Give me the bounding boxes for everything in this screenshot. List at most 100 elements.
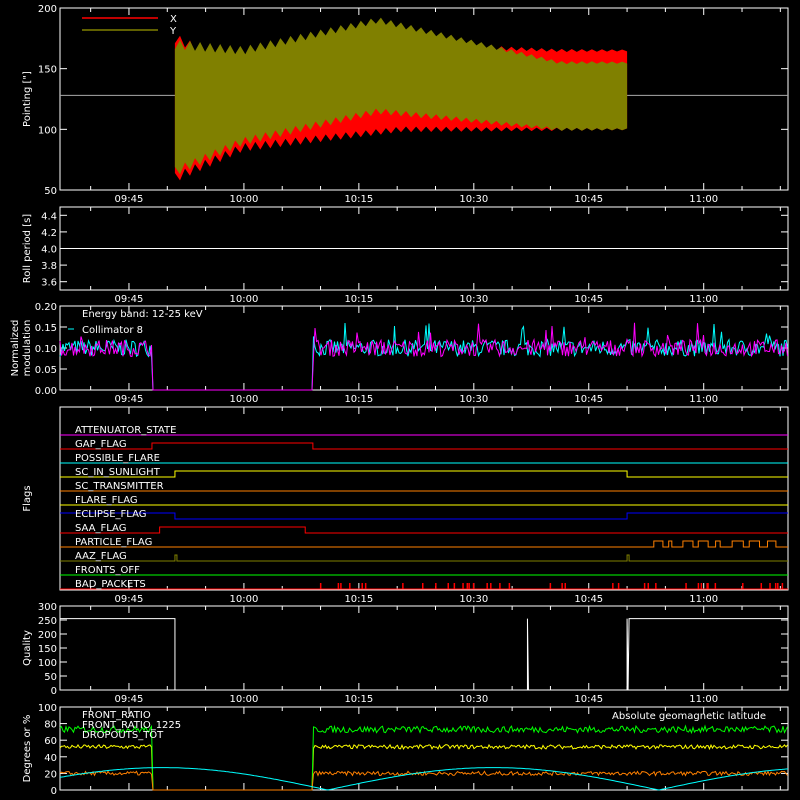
panel-1-xtick-label: 11:00 — [689, 294, 718, 305]
panel-1-xtick-label: 10:00 — [230, 294, 259, 305]
flag-line-aaz-flag — [60, 554, 788, 562]
panel-2-ytick-label: 0.05 — [35, 365, 57, 376]
geomagnetic-latitude-curve — [59, 767, 789, 791]
flag-line-gap-flag — [60, 442, 788, 450]
flag-label-particle-flag: PARTICLE_FLAG — [75, 537, 152, 548]
flag-label-possible-flare: POSSIBLE_FLARE — [75, 453, 160, 464]
panel-2-ylabel: Normalized — [10, 320, 21, 377]
flag-label-attenuator-state: ATTENUATOR_STATE — [75, 425, 176, 436]
panel-0-ytick-label: 150 — [38, 65, 57, 76]
panel-0-xtick-label: 09:45 — [115, 194, 144, 205]
panel-3-xtick-label: 10:45 — [574, 594, 603, 605]
panel-1-ytick-label: 4.2 — [41, 228, 57, 239]
modulation-legend-collimator: Collimator 8 — [82, 325, 143, 336]
degrees-series-1 — [59, 724, 788, 791]
panel-2-xtick-label: 09:45 — [115, 394, 144, 405]
degrees-legend-1: FRONT_RATIO_1225 — [82, 720, 181, 731]
panel-0-ylabel: Pointing ["] — [22, 71, 33, 127]
panel-0-xtick-label: 10:00 — [230, 194, 259, 205]
pointing-series-y — [174, 17, 628, 175]
panel-0-xtick-label: 10:15 — [344, 194, 373, 205]
panel-4-ytick-label: 0 — [51, 686, 57, 697]
quality-line — [60, 618, 788, 691]
panel-0-xtick-label: 10:45 — [574, 194, 603, 205]
flag-label-saa-flag: SAA_FLAG — [75, 523, 126, 534]
panel-1-ytick-label: 4.4 — [41, 211, 57, 222]
panel-2-xtick-label: 10:00 — [230, 394, 259, 405]
panel-1-ytick-label: 3.8 — [41, 261, 57, 272]
degrees-legend-0: FRONT_RATIO — [82, 710, 151, 721]
flag-line-sc-in-sunlight — [60, 470, 788, 478]
panel-3-xtick-label: 09:45 — [115, 594, 144, 605]
panel-0-ytick-label: 50 — [44, 186, 57, 197]
panel-2-ytick-label: 0.10 — [35, 344, 57, 355]
panel-1-ytick-label: 4.0 — [41, 245, 57, 256]
degrees-annotation: Absolute geomagnetic latitude — [612, 711, 766, 722]
panel-5-ytick-label: 100 — [38, 703, 57, 714]
modulation-series-0 — [59, 322, 788, 391]
panel-0-xtick-label: 11:00 — [689, 194, 718, 205]
flag-label-flare-flag: FLARE_FLAG — [75, 495, 138, 506]
pointing-legend-x: X — [170, 14, 177, 25]
panel-3-xtick-label: 10:00 — [230, 594, 259, 605]
panel-5-ytick-label: 80 — [44, 720, 57, 731]
panel-4-ytick-label: 300 — [38, 602, 57, 613]
panel-4-ytick-label: 200 — [38, 630, 57, 641]
modulation-series-1 — [59, 322, 788, 391]
panel-2-ytick-label: 0.15 — [35, 323, 57, 334]
panel-3-xtick-label: 10:15 — [344, 594, 373, 605]
flag-label-gap-flag: GAP_FLAG — [75, 439, 127, 450]
panel-4-ytick-label: 150 — [38, 644, 57, 655]
panel-4-xtick-label: 10:30 — [459, 694, 488, 705]
panel-2-ylabel-2: modulation — [22, 320, 33, 377]
panel-2-xtick-label: 10:45 — [574, 394, 603, 405]
panel-5-ytick-label: 20 — [44, 769, 57, 780]
panel-1-ylabel: Roll period [s] — [22, 214, 33, 283]
panel-5-ylabel: Degrees or % — [22, 715, 33, 783]
panel-4-ytick-label: 250 — [38, 616, 57, 627]
panel-4-ylabel: Quality — [22, 630, 33, 666]
degrees-series-2 — [59, 770, 788, 791]
panel-1-xtick-label: 10:45 — [574, 294, 603, 305]
panel-3-frame — [59, 406, 789, 591]
panel-2-xtick-label: 10:15 — [344, 394, 373, 405]
panel-3-ylabel: Flags — [22, 485, 33, 511]
panel-1-xtick-label: 10:30 — [459, 294, 488, 305]
panel-1-xtick-label: 09:45 — [115, 294, 144, 305]
panel-5-frame — [59, 706, 789, 791]
panel-2-ytick-label: 0.00 — [35, 386, 57, 397]
modulation-energy-band: Energy band: 12-25 keV — [82, 309, 203, 320]
panel-3-xtick-label: 10:30 — [459, 594, 488, 605]
flag-line-saa-flag — [60, 526, 788, 534]
panel-5-ytick-label: 40 — [44, 753, 57, 764]
flag-label-sc-in-sunlight: SC_IN_SUNLIGHT — [75, 467, 161, 478]
flag-label-aaz-flag: AAZ_FLAG — [75, 551, 127, 562]
panel-0-ytick-label: 100 — [38, 125, 57, 136]
degrees-legend-2: DROPOUTS_TOT — [82, 730, 164, 741]
panel-0-ytick-label: 200 — [38, 4, 57, 15]
panel-5-ytick-label: 0 — [51, 786, 57, 797]
flag-label-sc-transmitter: SC_TRANSMITTER — [75, 481, 164, 492]
panel-4-xtick-label: 09:45 — [115, 694, 144, 705]
flag-label-eclipse-flag: ECLIPSE_FLAG — [75, 509, 146, 520]
panel-0-xtick-label: 10:30 — [459, 194, 488, 205]
panel-4-xtick-label: 10:15 — [344, 694, 373, 705]
panel-4-ytick-label: 50 — [44, 672, 57, 683]
panel-4-xtick-label: 10:45 — [574, 694, 603, 705]
panel-2-xtick-label: 11:00 — [689, 394, 718, 405]
flag-line-eclipse-flag — [60, 512, 788, 520]
flag-label-bad-packets: BAD_PACKETS — [75, 579, 146, 590]
flag-label-fronts-off: FRONTS_OFF — [75, 565, 140, 576]
flag-line-particle-flag — [60, 540, 788, 548]
pointing-legend-y: Y — [169, 26, 177, 37]
panel-2-xtick-label: 10:30 — [459, 394, 488, 405]
panel-4-xtick-label: 10:00 — [230, 694, 259, 705]
panel-4-ytick-label: 100 — [38, 658, 57, 669]
panel-0-frame — [59, 7, 789, 191]
panel-4-xtick-label: 11:00 — [689, 694, 718, 705]
panel-3-xtick-label: 11:00 — [689, 594, 718, 605]
panel-1-xtick-label: 10:15 — [344, 294, 373, 305]
panel-1-ytick-label: 3.6 — [41, 278, 57, 289]
panel-5-ytick-label: 60 — [44, 736, 57, 747]
